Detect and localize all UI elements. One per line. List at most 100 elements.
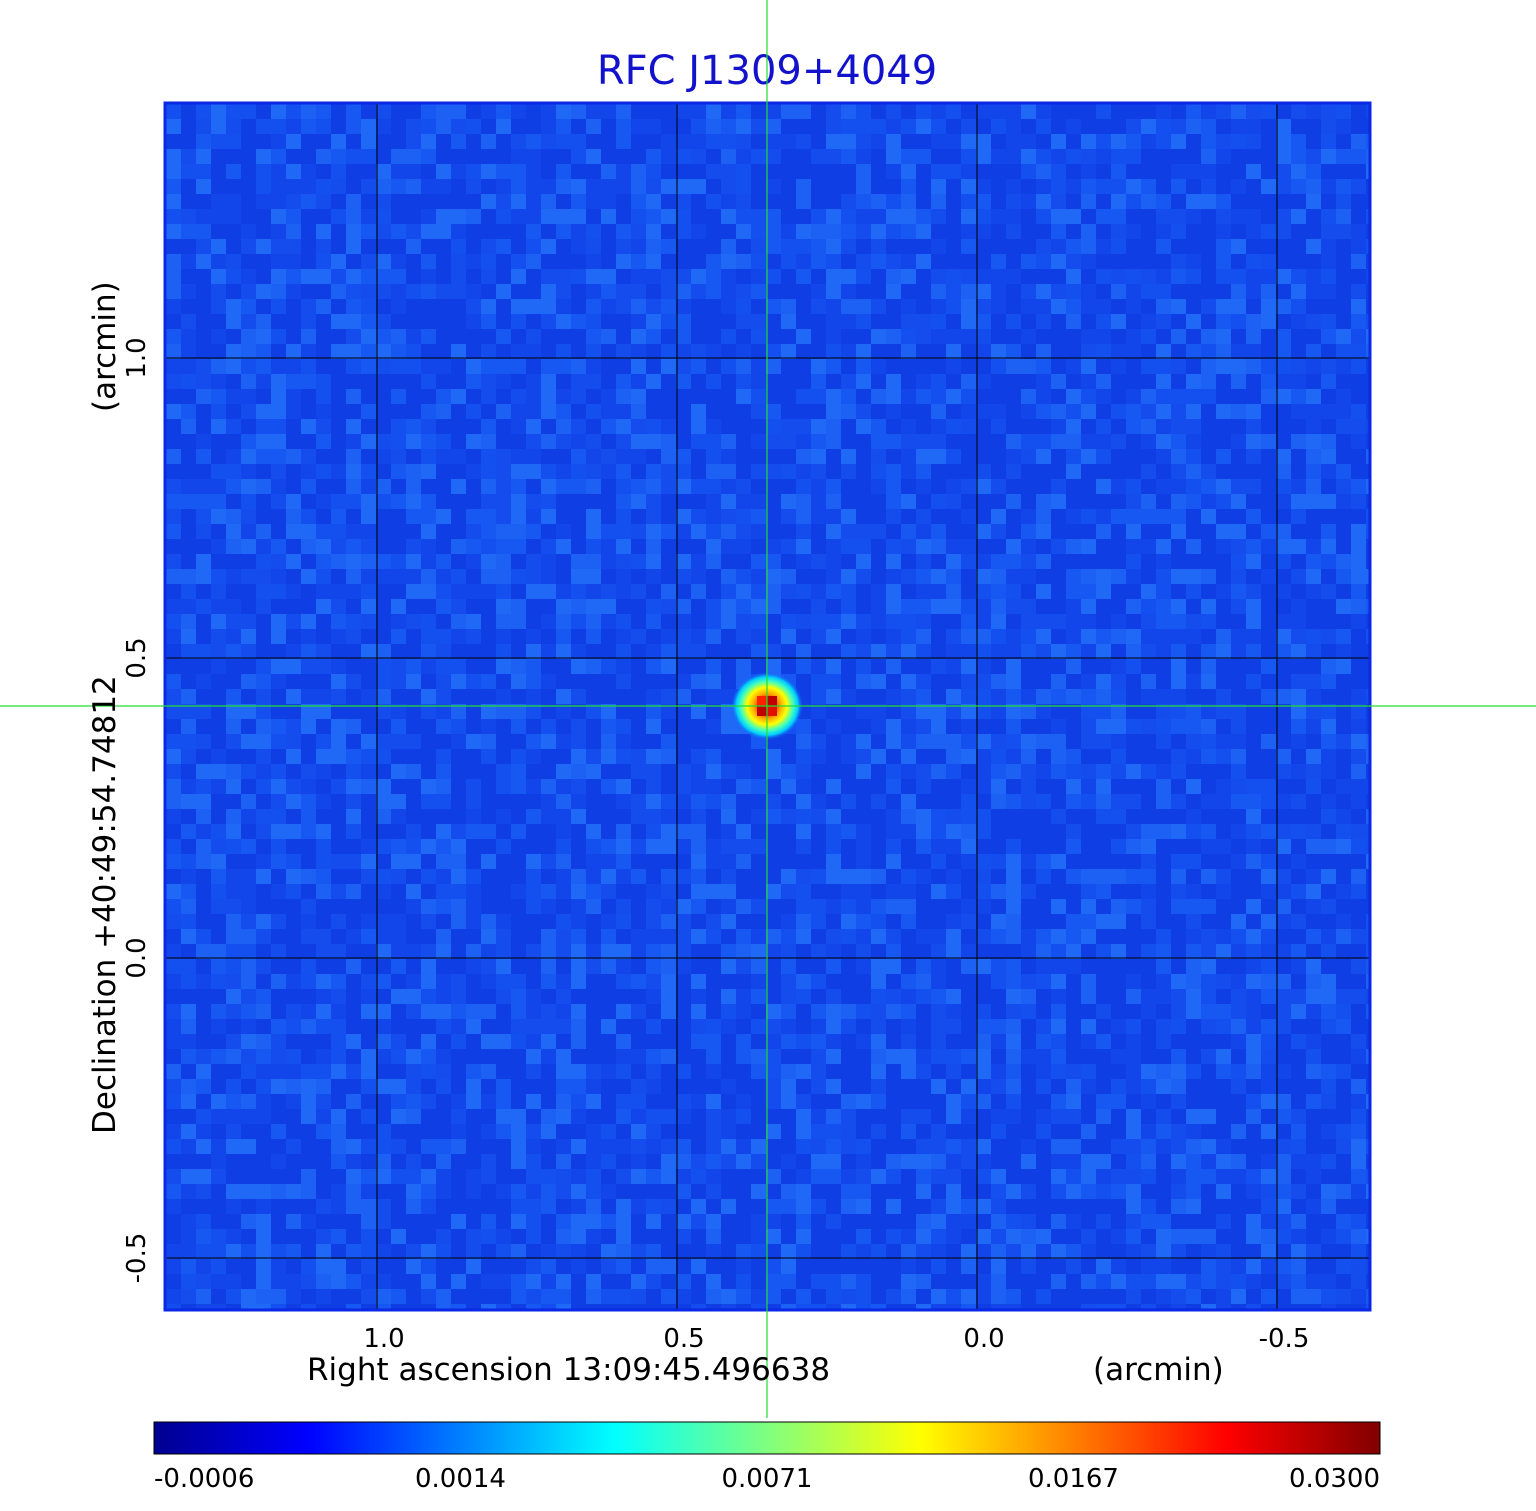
noise-cell <box>781 494 796 509</box>
noise-cell <box>1291 764 1306 779</box>
noise-cell <box>886 254 901 269</box>
noise-cell <box>916 704 931 719</box>
noise-cell <box>466 374 481 389</box>
noise-cell <box>1126 599 1141 614</box>
noise-cell <box>976 1004 991 1019</box>
noise-cell <box>676 914 691 929</box>
noise-cell <box>496 809 511 824</box>
noise-cell <box>256 1004 271 1019</box>
noise-cell <box>301 494 316 509</box>
noise-cell <box>1066 779 1081 794</box>
noise-cell <box>841 869 856 884</box>
noise-cell <box>1141 419 1156 434</box>
noise-cell <box>541 404 556 419</box>
noise-cell <box>1171 194 1186 209</box>
noise-cell <box>751 959 766 974</box>
noise-cell <box>1156 944 1171 959</box>
noise-cell <box>361 389 376 404</box>
noise-cell <box>496 704 511 719</box>
noise-cell <box>661 149 676 164</box>
noise-cell <box>706 839 721 854</box>
noise-cell <box>1066 629 1081 644</box>
noise-cell <box>766 254 781 269</box>
noise-cell <box>1306 164 1321 179</box>
noise-cell <box>841 659 856 674</box>
noise-cell <box>1321 584 1336 599</box>
noise-cell <box>691 254 706 269</box>
noise-cell <box>1291 239 1306 254</box>
noise-cell <box>271 374 286 389</box>
noise-cell <box>421 929 436 944</box>
noise-cell <box>721 1049 736 1064</box>
noise-cell <box>916 209 931 224</box>
noise-cell <box>1141 524 1156 539</box>
noise-cell <box>526 134 541 149</box>
noise-cell <box>1156 164 1171 179</box>
noise-cell <box>211 734 226 749</box>
noise-cell <box>406 389 421 404</box>
noise-cell <box>721 494 736 509</box>
noise-cell <box>931 329 946 344</box>
noise-cell <box>916 599 931 614</box>
noise-cell <box>226 284 241 299</box>
noise-cell <box>691 1064 706 1079</box>
noise-cell <box>1021 509 1036 524</box>
noise-cell <box>1081 419 1096 434</box>
noise-cell <box>316 689 331 704</box>
noise-cell <box>421 854 436 869</box>
noise-cell <box>1336 854 1351 869</box>
noise-cell <box>826 389 841 404</box>
noise-cell <box>991 614 1006 629</box>
noise-cell <box>1036 1004 1051 1019</box>
noise-cell <box>556 374 571 389</box>
noise-cell <box>901 1019 916 1034</box>
noise-cell <box>946 1064 961 1079</box>
noise-cell <box>1231 1004 1246 1019</box>
noise-cell <box>556 449 571 464</box>
noise-cell <box>676 569 691 584</box>
noise-cell <box>871 659 886 674</box>
noise-cell <box>346 1109 361 1124</box>
noise-cell <box>1066 464 1081 479</box>
noise-cell <box>196 419 211 434</box>
noise-cell <box>331 719 346 734</box>
noise-cell <box>406 794 421 809</box>
noise-cell <box>946 749 961 764</box>
noise-cell <box>541 224 556 239</box>
noise-cell <box>376 419 391 434</box>
noise-cell <box>796 674 811 689</box>
noise-cell <box>1291 494 1306 509</box>
noise-cell <box>271 749 286 764</box>
noise-cell <box>916 524 931 539</box>
noise-cell <box>466 419 481 434</box>
noise-cell <box>901 479 916 494</box>
noise-cell <box>1156 269 1171 284</box>
noise-cell <box>571 224 586 239</box>
noise-cell <box>1261 134 1276 149</box>
noise-cell <box>1321 929 1336 944</box>
noise-cell <box>406 884 421 899</box>
noise-cell <box>1141 659 1156 674</box>
noise-cell <box>676 314 691 329</box>
noise-cell <box>991 569 1006 584</box>
noise-cell <box>826 479 841 494</box>
noise-cell <box>706 179 721 194</box>
noise-cell <box>1066 389 1081 404</box>
noise-cell <box>556 1109 571 1124</box>
noise-cell <box>781 989 796 1004</box>
noise-cell <box>391 719 406 734</box>
noise-cell <box>166 1019 181 1034</box>
noise-cell <box>421 284 436 299</box>
noise-cell <box>1171 419 1186 434</box>
noise-cell <box>676 809 691 824</box>
noise-cell <box>1276 509 1291 524</box>
noise-cell <box>871 1034 886 1049</box>
noise-cell <box>1336 704 1351 719</box>
noise-cell <box>766 929 781 944</box>
noise-cell <box>1306 959 1321 974</box>
noise-cell <box>976 779 991 794</box>
noise-cell <box>721 254 736 269</box>
noise-cell <box>421 149 436 164</box>
noise-cell <box>841 1004 856 1019</box>
noise-cell <box>526 149 541 164</box>
